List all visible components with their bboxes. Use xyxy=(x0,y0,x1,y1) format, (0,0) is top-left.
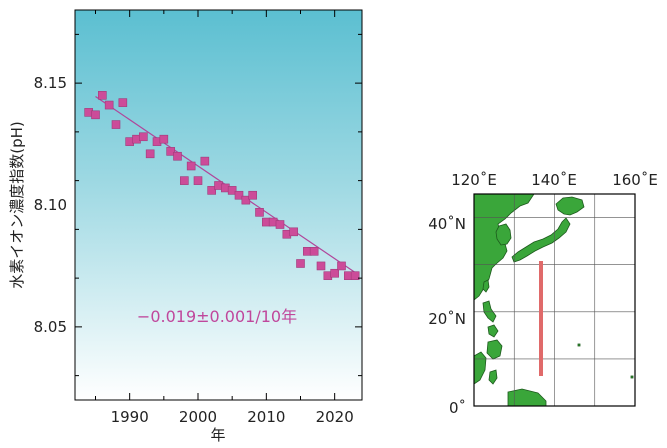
data-point xyxy=(234,190,244,200)
land-islet-1 xyxy=(577,343,581,347)
points-layer xyxy=(84,91,360,280)
x-axis-ticks: 1990 2000 2010 2020 xyxy=(95,10,354,426)
data-point xyxy=(193,176,203,185)
land-hokkaido xyxy=(555,196,585,216)
land-new-guinea xyxy=(507,388,547,406)
land-sulawesi xyxy=(488,369,498,385)
data-point xyxy=(186,161,196,171)
data-point xyxy=(173,151,182,161)
data-point xyxy=(309,247,319,256)
data-point xyxy=(330,268,339,278)
y-tick-label: 8.10 xyxy=(34,196,67,214)
data-point xyxy=(145,149,155,159)
map-grid xyxy=(474,194,635,406)
ph-chart: 1990 2000 2010 2020 8.05 8.10 8.15 年 水素イオン濃度指… xyxy=(8,9,363,444)
data-point xyxy=(139,132,148,142)
data-point xyxy=(159,134,169,144)
data-point xyxy=(296,259,305,268)
data-point xyxy=(337,261,346,271)
data-point xyxy=(180,176,189,185)
data-point xyxy=(207,186,216,195)
data-point xyxy=(255,208,264,217)
map-frame xyxy=(473,193,636,407)
land-visayas xyxy=(487,324,499,338)
map-land xyxy=(474,194,634,406)
y-axis-title: 水素イオン濃度指数(pH) xyxy=(8,121,26,289)
data-point xyxy=(104,100,114,110)
land-islet-2 xyxy=(630,375,634,379)
land-taiwan xyxy=(482,279,490,293)
data-point xyxy=(166,147,175,156)
land-borneo xyxy=(474,351,487,385)
y-axis-ticks: 8.05 8.10 8.15 xyxy=(34,33,362,377)
data-point xyxy=(111,120,121,129)
x-tick-label: 2000 xyxy=(179,408,217,426)
x-tick-label: 1990 xyxy=(111,408,149,426)
data-point xyxy=(118,98,128,107)
data-point xyxy=(316,261,326,271)
data-point xyxy=(241,195,251,205)
x-tick-label: 2010 xyxy=(247,408,285,426)
location-map: 120˚E 140˚E 160˚E 40˚N 20˚N 0˚ xyxy=(428,171,658,417)
trend-annotation: −0.019±0.001/10年 xyxy=(137,307,297,326)
lat-label-40: 40˚N xyxy=(428,215,466,233)
lon-label-160: 160˚E xyxy=(612,171,658,189)
data-point xyxy=(91,110,100,120)
lon-label-140: 140˚E xyxy=(531,171,577,189)
lat-label-0: 0˚ xyxy=(449,399,466,417)
data-point xyxy=(227,186,237,195)
plot-frame xyxy=(74,9,363,401)
x-tick-label: 2020 xyxy=(316,408,354,426)
y-tick-label: 8.05 xyxy=(34,318,67,336)
y-tick-label: 8.15 xyxy=(34,74,67,92)
data-point xyxy=(350,271,360,280)
data-point xyxy=(275,220,285,229)
x-axis-title: 年 xyxy=(210,426,225,444)
data-point xyxy=(200,156,210,166)
lon-label-120: 120˚E xyxy=(451,171,497,189)
land-korea xyxy=(495,223,512,246)
plot-background xyxy=(75,10,362,400)
data-point xyxy=(248,190,257,200)
lat-label-20: 20˚N xyxy=(428,310,466,328)
data-point xyxy=(289,227,298,237)
data-point xyxy=(98,91,107,100)
land-mindanao xyxy=(486,339,503,360)
